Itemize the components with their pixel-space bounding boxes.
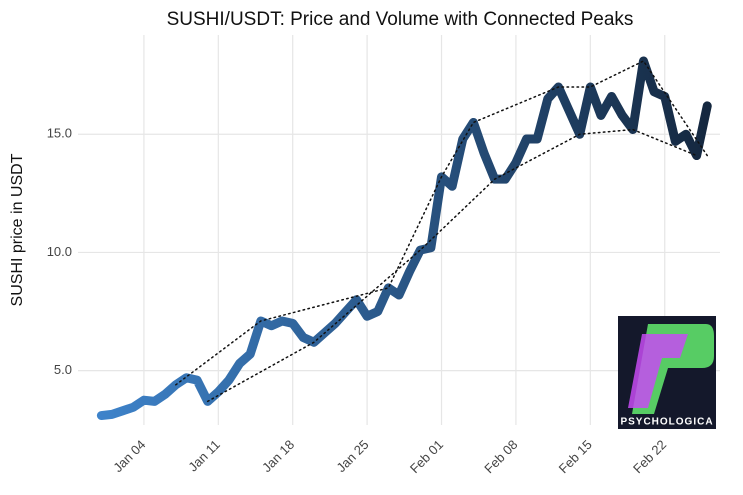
y-tick-label: 15.0 [47, 126, 72, 141]
y-tick-label: 10.0 [47, 244, 72, 259]
logo-text: PSYCHOLOGICA [620, 417, 713, 428]
x-tick-label: Feb 22 [630, 437, 669, 476]
x-tick-label: Jan 25 [333, 437, 371, 475]
logo: PSYCHOLOGICA [618, 316, 716, 429]
peak-line [206, 128, 698, 403]
x-tick-label: Jan 18 [259, 437, 297, 475]
y-axis-label: SUSHI price in USDT [9, 153, 26, 306]
x-tick-label: Jan 11 [185, 437, 223, 475]
logo-glyph [628, 334, 688, 408]
y-tick-label: 5.0 [54, 362, 72, 377]
x-tick-label: Jan 04 [110, 437, 148, 475]
peak-line [175, 60, 708, 386]
x-tick-label: Feb 01 [407, 437, 446, 476]
price-line [96, 56, 712, 421]
x-tick-label: Feb 08 [481, 437, 520, 476]
x-tick-label: Feb 15 [556, 437, 595, 476]
chart-title: SUSHI/USDT: Price and Volume with Connec… [167, 9, 634, 30]
